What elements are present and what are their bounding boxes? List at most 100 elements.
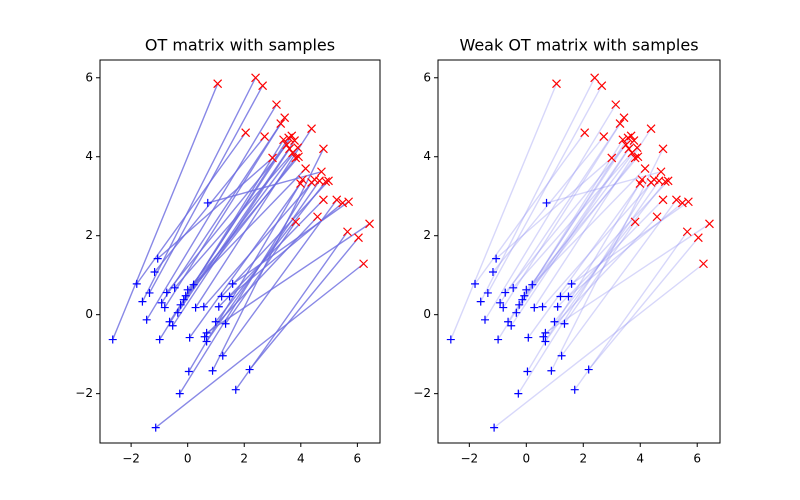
source-point: [520, 291, 529, 300]
transport-line: [523, 135, 632, 297]
transport-line: [146, 104, 278, 321]
source-point: [542, 198, 551, 207]
transport-line: [155, 263, 365, 429]
source-point: [181, 291, 190, 300]
transport-line: [112, 83, 219, 340]
y-tick-label: 0: [423, 307, 431, 321]
target-point: [632, 143, 642, 153]
source-point: [183, 285, 192, 294]
y-tick-label: 6: [85, 70, 93, 84]
source-point: [553, 302, 562, 311]
target-point: [633, 152, 643, 162]
transport-line: [221, 180, 330, 297]
chart-title: OT matrix with samples: [145, 36, 335, 55]
target-point: [291, 217, 301, 227]
target-point: [621, 140, 631, 150]
transport-line: [232, 201, 350, 285]
target-point: [359, 259, 369, 269]
target-point: [693, 233, 703, 243]
target-point: [640, 164, 650, 174]
source-point: [492, 254, 501, 263]
source-point: [245, 365, 254, 374]
source-point: [538, 302, 547, 311]
transport-line: [484, 104, 617, 321]
target-point: [663, 176, 673, 186]
transport-line: [510, 148, 630, 327]
source-point: [153, 254, 162, 263]
y-tick-label: 4: [423, 149, 431, 163]
transport-line: [521, 147, 638, 301]
target-point: [618, 135, 628, 145]
target-point: [290, 136, 300, 145]
target-point: [344, 197, 354, 207]
source-point: [446, 335, 455, 344]
transport-line: [161, 123, 282, 304]
target-point: [630, 153, 640, 163]
source-point: [514, 389, 523, 398]
target-point: [365, 219, 374, 229]
target-point: [552, 79, 561, 89]
source-point: [570, 385, 579, 394]
x-tick-label: 2: [579, 452, 587, 466]
target-point: [313, 212, 322, 222]
target-point: [241, 128, 251, 138]
source-point: [191, 303, 200, 312]
target-point: [615, 119, 625, 128]
source-point: [150, 268, 159, 277]
x-tick-label: 2: [240, 452, 248, 466]
transport-line: [499, 123, 621, 304]
y-tick-label: 2: [423, 228, 431, 242]
transport-line: [502, 117, 625, 308]
target-point: [607, 153, 617, 163]
source-point: [151, 423, 160, 432]
source-point: [155, 335, 164, 344]
y-tick-label: 6: [423, 70, 431, 84]
source-point: [202, 328, 211, 337]
target-point: [619, 113, 629, 123]
transport-line: [450, 83, 558, 340]
source-point: [138, 297, 147, 306]
target-point: [656, 167, 666, 177]
target-point: [276, 119, 286, 128]
subplot: OT matrix with samples −2 0 2 4 6 −2 0 2 4 6: [75, 36, 381, 466]
x-tick-label: 6: [354, 452, 362, 466]
target-point: [258, 81, 268, 91]
transport-line: [203, 179, 316, 308]
transport-line: [166, 144, 288, 294]
y-tick-label: 0: [85, 307, 93, 321]
transport-line: [525, 156, 639, 291]
source-point: [564, 292, 573, 301]
transport-line: [542, 179, 655, 308]
plot-frame: [99, 59, 381, 444]
source-point: [550, 317, 559, 326]
source-point: [557, 351, 566, 360]
target-point: [324, 176, 333, 186]
source-point: [556, 292, 565, 301]
transport-line: [148, 85, 264, 294]
transport-line: [224, 221, 297, 325]
target-point: [629, 136, 639, 145]
target-point: [280, 113, 290, 123]
transport-line: [563, 221, 636, 325]
source-point: [160, 303, 169, 312]
source-point: [199, 302, 208, 311]
target-point: [683, 197, 693, 207]
source-point: [515, 300, 524, 309]
source-point: [208, 366, 217, 375]
source-point: [509, 283, 518, 292]
transport-line: [185, 135, 293, 297]
source-point: [168, 321, 177, 330]
transport-line: [249, 237, 360, 371]
target-point: [301, 164, 311, 174]
source-point: [176, 300, 185, 309]
target-point: [279, 135, 288, 145]
source-point: [476, 297, 485, 306]
target-point: [282, 140, 292, 150]
source-point: [142, 315, 151, 324]
target-point: [321, 177, 331, 187]
target-point: [699, 259, 708, 269]
source-point: [231, 385, 240, 394]
source-point: [175, 389, 184, 398]
x-tick-label: −2: [460, 452, 478, 466]
transport-line: [517, 182, 652, 395]
